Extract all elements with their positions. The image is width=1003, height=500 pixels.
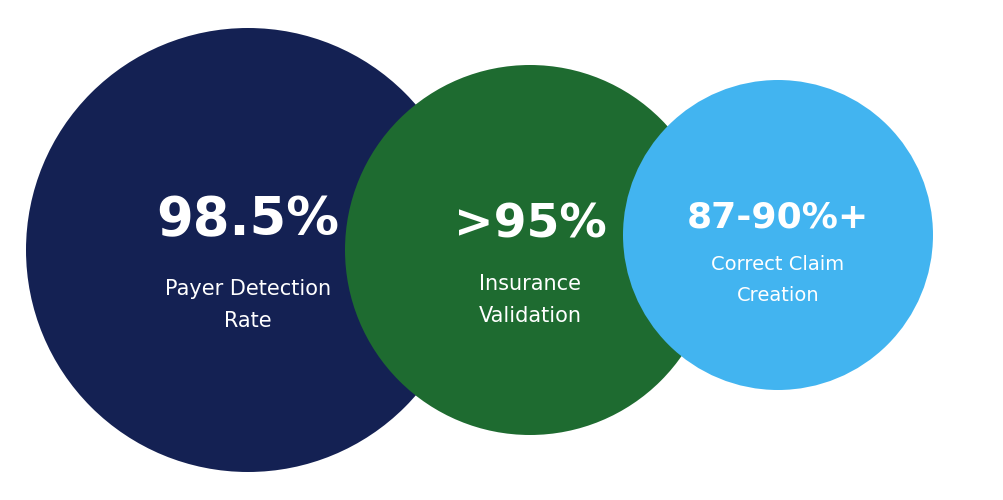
Text: Insurance
Validation: Insurance Validation <box>478 274 581 326</box>
Circle shape <box>26 28 469 472</box>
Text: >95%: >95% <box>453 202 606 248</box>
Text: 98.5%: 98.5% <box>156 194 339 246</box>
Text: 87-90%+: 87-90%+ <box>686 200 869 234</box>
Circle shape <box>623 80 932 390</box>
Text: Payer Detection
Rate: Payer Detection Rate <box>164 278 331 332</box>
Text: Correct Claim
Creation: Correct Claim Creation <box>711 255 844 305</box>
Circle shape <box>345 65 714 435</box>
